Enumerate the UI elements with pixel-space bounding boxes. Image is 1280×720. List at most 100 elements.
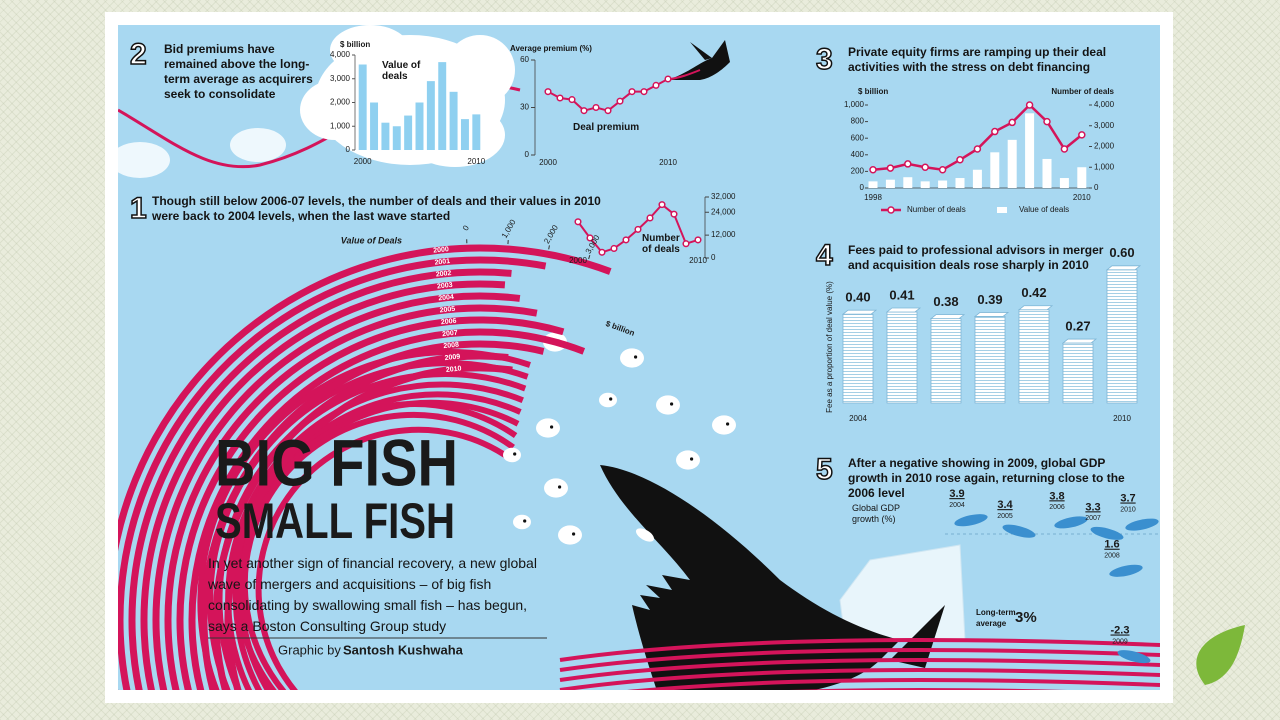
fish-eye	[513, 452, 517, 456]
bar-top	[1017, 305, 1054, 311]
y-tick-label: 60	[520, 55, 529, 64]
point	[1078, 131, 1086, 139]
arc-bar	[118, 244, 612, 690]
y2-tick-label: 3,000	[1094, 121, 1115, 130]
bar	[392, 126, 401, 150]
x-tick-label: 2000	[539, 158, 557, 167]
point	[604, 107, 612, 115]
y-tick-label: 1,000	[844, 100, 865, 109]
cloud	[118, 142, 170, 178]
annotation: Long-term average	[976, 608, 1016, 628]
dolphin	[954, 514, 988, 527]
x-tick-label: 2000	[354, 157, 372, 166]
shark-tail	[890, 605, 945, 668]
category-label: 2007	[442, 330, 458, 339]
axis-label: $ billion	[858, 87, 888, 96]
bar	[972, 169, 982, 188]
y-tick-label: 200	[851, 167, 865, 176]
category-label: 2004	[438, 294, 454, 303]
bar	[370, 102, 379, 150]
dolphin	[1090, 526, 1124, 540]
category-label: 2004	[949, 502, 965, 509]
intro: In yet another sign of financial recover…	[208, 555, 537, 634]
y-tick-label: 30	[520, 103, 529, 112]
annotation: Deal premium	[573, 122, 640, 133]
point	[592, 103, 600, 112]
fish-eye	[670, 402, 674, 406]
legend-swatch	[887, 206, 895, 214]
point	[556, 94, 564, 102]
y-tick-label: 1,000	[330, 121, 351, 130]
average-label: 3%	[1015, 609, 1037, 626]
wave	[559, 638, 1160, 662]
bar	[938, 180, 948, 188]
point	[646, 214, 654, 222]
arc-bar	[118, 256, 547, 690]
y-tick-label: 800	[851, 117, 865, 126]
fish	[536, 418, 560, 438]
wave	[241, 411, 515, 690]
bar	[842, 313, 874, 404]
point	[956, 156, 964, 164]
fish	[712, 415, 736, 435]
category-label: 2008	[1104, 553, 1120, 560]
bar	[903, 177, 913, 188]
value-label: -2.3	[1111, 625, 1130, 637]
point	[869, 165, 877, 174]
arc-bar	[164, 304, 538, 690]
axis-label: Global GDP growth (%)	[852, 503, 900, 524]
credit-name: Santosh Kushwaha	[343, 642, 464, 657]
dolphin	[1117, 650, 1151, 664]
arc-bar	[152, 292, 521, 690]
fish	[656, 395, 680, 415]
point	[628, 88, 636, 96]
point	[1008, 118, 1016, 127]
fish-eye	[523, 519, 527, 523]
arc-bar	[140, 280, 506, 690]
credit-prefix: Graphic by	[278, 642, 341, 657]
bar	[1042, 158, 1052, 188]
point	[622, 236, 630, 244]
point	[1043, 117, 1051, 126]
bar-top	[885, 307, 922, 313]
point	[904, 160, 912, 168]
section-heading: Bid premiums have remained above the lon…	[164, 42, 313, 101]
bar	[920, 181, 930, 188]
bar	[955, 178, 965, 188]
y-tick-label: 4,000	[330, 50, 351, 59]
y-tick-label: 0	[860, 183, 865, 192]
dolphin	[1054, 516, 1088, 529]
x-tick-label: 1998	[864, 193, 882, 202]
bar-top	[1061, 338, 1098, 344]
category-label: 2010	[1120, 506, 1136, 513]
point	[634, 225, 642, 233]
fish	[503, 447, 521, 463]
category-label: 2007	[1085, 515, 1101, 522]
section-heading: Fees paid to professional advisors in me…	[848, 243, 1104, 272]
x-tick-label: 2010	[467, 157, 485, 166]
section-number: 5	[815, 453, 833, 486]
x-tick-label: 2010	[659, 158, 677, 167]
y-tick-label: 3,000	[330, 74, 351, 83]
point	[670, 210, 678, 218]
y2-tick-label: 4,000	[1094, 100, 1115, 109]
cloud	[230, 128, 286, 162]
y-tick-label: 600	[851, 133, 865, 142]
bar	[426, 81, 435, 150]
section-number: 1	[129, 192, 147, 225]
point	[921, 163, 929, 171]
x-tick	[548, 245, 550, 250]
point	[568, 96, 576, 104]
fish-eye	[690, 457, 694, 461]
category-label: 2005	[997, 513, 1013, 520]
value-label: 0.38	[933, 294, 958, 309]
bar	[930, 318, 962, 404]
category-label: 2009	[444, 353, 460, 362]
bar	[1106, 269, 1138, 404]
wave	[225, 381, 524, 690]
fish	[513, 514, 531, 530]
value-label: 0.42	[1021, 285, 1046, 300]
legend-label: Number of deals	[907, 205, 966, 214]
